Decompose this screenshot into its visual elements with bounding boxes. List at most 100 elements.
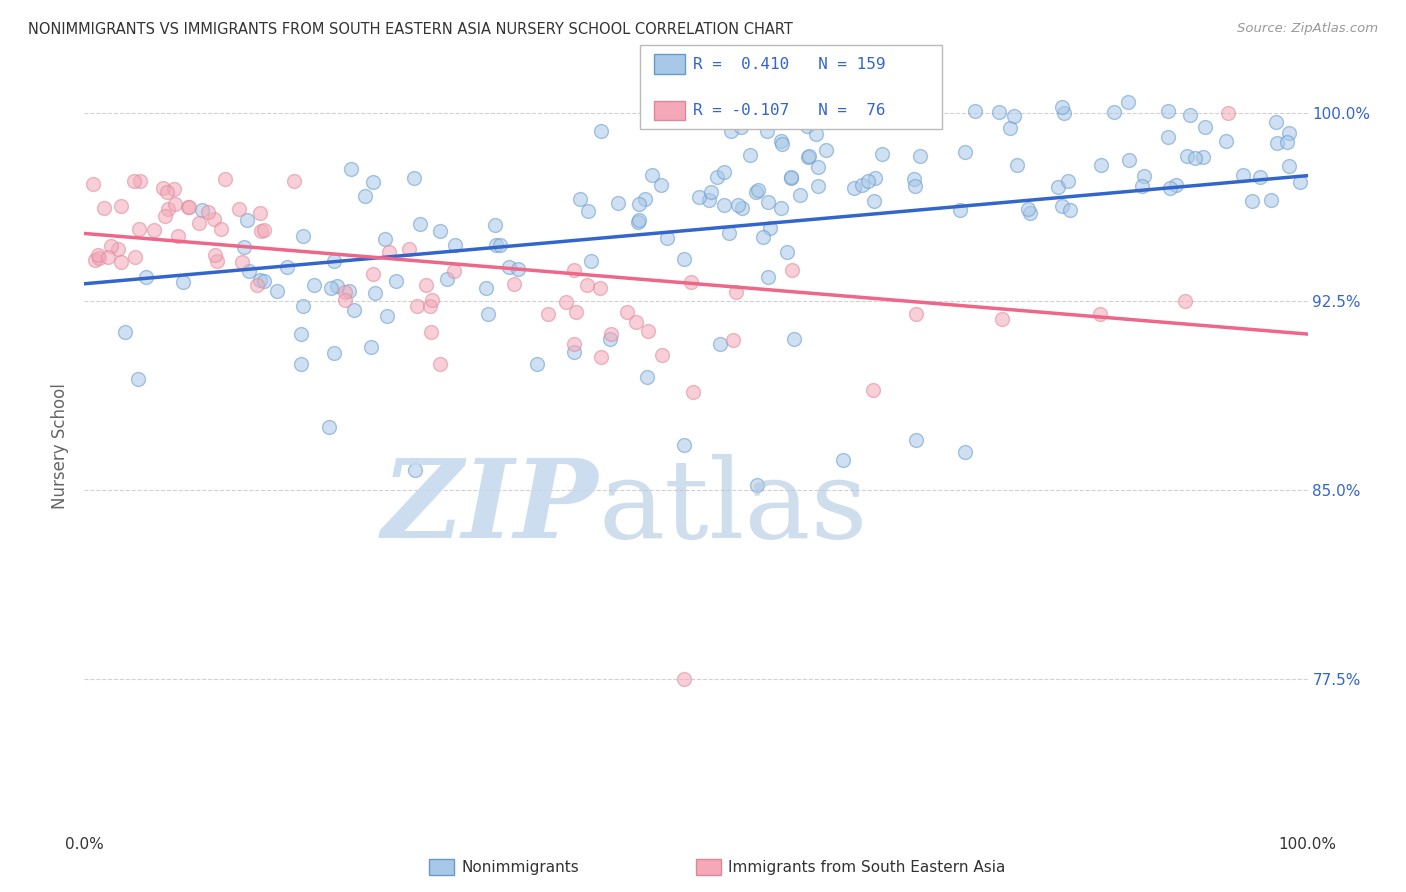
Point xyxy=(706,170,728,185)
Point xyxy=(949,203,972,218)
Point xyxy=(405,299,427,313)
Point xyxy=(415,277,437,292)
Point xyxy=(124,251,146,265)
Point xyxy=(655,230,678,244)
Point xyxy=(1132,169,1154,183)
Point xyxy=(177,200,200,214)
Point xyxy=(1056,173,1078,187)
Point xyxy=(904,179,927,194)
Point xyxy=(152,181,174,195)
Text: atlas: atlas xyxy=(598,454,868,561)
Point xyxy=(1180,108,1202,122)
Point xyxy=(953,445,976,459)
Point xyxy=(755,124,778,138)
Point xyxy=(1278,126,1301,140)
Y-axis label: Nursery School: Nursery School xyxy=(51,383,69,509)
Point xyxy=(249,273,271,287)
Point xyxy=(253,223,276,237)
Point xyxy=(699,186,721,200)
Point xyxy=(627,212,650,227)
Point xyxy=(302,277,325,292)
Point xyxy=(353,189,375,203)
Point xyxy=(323,254,346,268)
Point xyxy=(82,177,104,191)
Point xyxy=(1118,153,1140,167)
Point xyxy=(627,196,650,211)
Point xyxy=(831,453,853,467)
Point xyxy=(863,194,886,208)
Point xyxy=(375,309,398,323)
Point xyxy=(228,202,250,216)
Point xyxy=(681,275,703,289)
Point xyxy=(498,260,520,274)
Point xyxy=(562,262,585,277)
Point xyxy=(363,267,385,281)
Point xyxy=(97,251,120,265)
Point xyxy=(235,213,257,227)
Point xyxy=(475,281,498,295)
Point xyxy=(128,221,150,235)
Point xyxy=(747,478,769,492)
Point xyxy=(914,109,936,123)
Point xyxy=(87,251,110,265)
Point xyxy=(1000,120,1022,135)
Point xyxy=(688,190,710,204)
Point xyxy=(1192,150,1215,164)
Point xyxy=(721,333,744,347)
Point xyxy=(1288,175,1310,189)
Point xyxy=(291,299,314,313)
Text: Nonimmigrants: Nonimmigrants xyxy=(461,860,579,874)
Point xyxy=(863,170,886,185)
Point xyxy=(783,332,806,346)
Point xyxy=(156,185,179,199)
Point xyxy=(232,240,254,254)
Point xyxy=(770,134,793,148)
Point xyxy=(1260,193,1282,207)
Point xyxy=(780,171,803,186)
Point xyxy=(1275,135,1298,149)
Point xyxy=(599,332,621,346)
Point xyxy=(283,174,305,188)
Point xyxy=(204,248,226,262)
Point xyxy=(770,202,793,216)
Point xyxy=(107,242,129,256)
Point xyxy=(127,372,149,386)
Point xyxy=(1050,199,1073,213)
Point xyxy=(600,326,623,341)
Point xyxy=(172,276,194,290)
Point xyxy=(851,178,873,192)
Point xyxy=(142,222,165,236)
Point xyxy=(503,277,526,292)
Point xyxy=(627,215,650,229)
Point xyxy=(576,204,599,219)
Point xyxy=(1265,115,1288,129)
Point xyxy=(214,172,236,186)
Point xyxy=(86,248,108,262)
Point xyxy=(420,293,443,308)
Point xyxy=(249,206,271,220)
Point xyxy=(1249,169,1271,184)
Point xyxy=(1174,294,1197,309)
Point xyxy=(1278,159,1301,173)
Point xyxy=(903,172,925,186)
Point xyxy=(758,221,780,235)
Point xyxy=(318,420,340,434)
Point xyxy=(624,315,647,329)
Point xyxy=(568,192,591,206)
Point xyxy=(436,271,458,285)
Point xyxy=(429,224,451,238)
Point xyxy=(752,230,775,244)
Point xyxy=(377,245,399,260)
Point xyxy=(876,113,898,128)
Point xyxy=(250,224,273,238)
Point xyxy=(1157,130,1180,145)
Point xyxy=(177,200,200,214)
Point xyxy=(1019,205,1042,219)
Point xyxy=(484,218,506,232)
Point xyxy=(1090,158,1112,172)
Point xyxy=(607,195,630,210)
Point xyxy=(385,274,408,288)
Point xyxy=(1059,202,1081,217)
Point xyxy=(756,270,779,285)
Point xyxy=(343,302,366,317)
